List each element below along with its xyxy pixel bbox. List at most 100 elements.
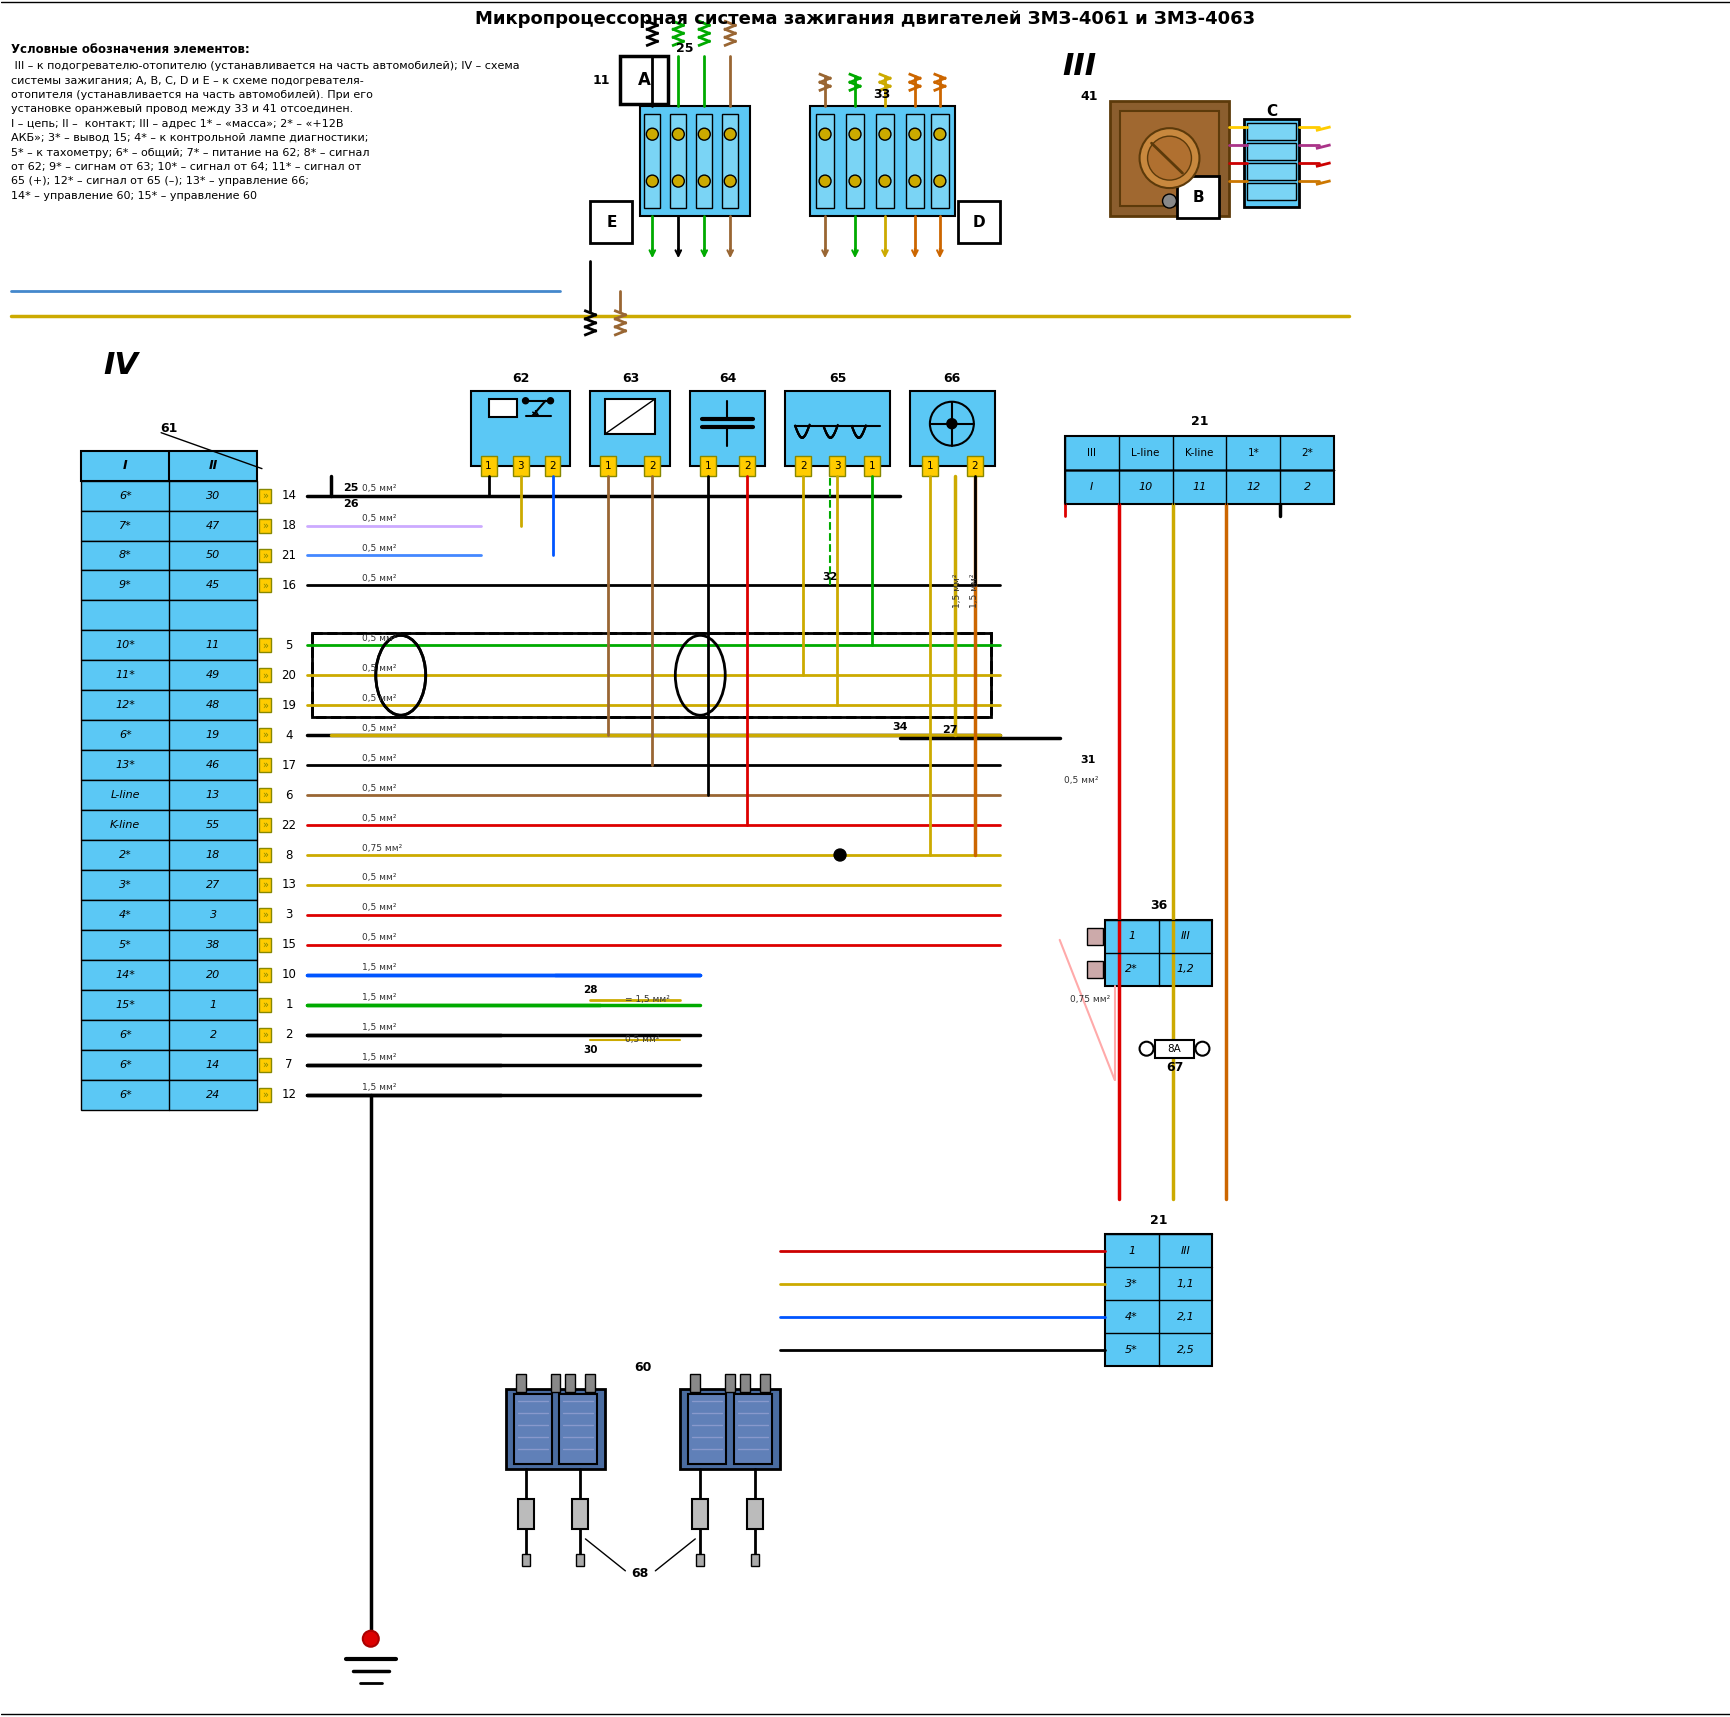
Text: 11: 11 <box>593 74 611 88</box>
Text: 11: 11 <box>206 640 220 651</box>
Text: 1: 1 <box>606 460 611 470</box>
Text: 1: 1 <box>868 460 875 470</box>
Text: »: » <box>261 790 268 800</box>
Text: 1,5 мм²: 1,5 мм² <box>971 573 979 608</box>
Text: D: D <box>972 215 984 230</box>
Text: III – к подогревателю-отопителю (устанавливается на часть автомобилей); IV – схе: III – к подогревателю-отопителю (устанав… <box>12 62 519 201</box>
Bar <box>260 759 272 773</box>
Bar <box>875 115 893 208</box>
Text: 21: 21 <box>282 549 296 561</box>
Text: B: B <box>1192 189 1204 204</box>
Bar <box>810 106 955 216</box>
Text: 2: 2 <box>744 460 751 470</box>
Circle shape <box>671 129 683 141</box>
Text: »: » <box>261 999 268 1010</box>
Text: 0,5 мм²: 0,5 мм² <box>362 783 396 793</box>
Text: III: III <box>1180 1247 1190 1255</box>
Text: »: » <box>261 761 268 771</box>
Bar <box>967 455 983 476</box>
Text: 0,5 мм²: 0,5 мм² <box>362 754 396 762</box>
Bar <box>260 579 272 592</box>
Bar <box>260 1028 272 1042</box>
Bar <box>81 661 256 690</box>
Bar <box>606 398 656 434</box>
Text: 2: 2 <box>971 460 977 470</box>
Text: 14: 14 <box>206 1059 220 1070</box>
Text: 8: 8 <box>285 848 292 862</box>
Circle shape <box>848 175 860 187</box>
Text: 0,5 мм²: 0,5 мм² <box>362 694 396 702</box>
Text: 18: 18 <box>206 850 220 860</box>
Text: E: E <box>606 215 616 230</box>
Text: 6*: 6* <box>119 491 131 501</box>
Text: 17: 17 <box>282 759 296 771</box>
Bar <box>81 541 256 570</box>
Text: »: » <box>261 551 268 560</box>
Circle shape <box>834 848 846 860</box>
Text: 0,5 мм²: 0,5 мм² <box>362 573 396 584</box>
Bar <box>689 1394 727 1465</box>
Text: 24: 24 <box>206 1090 220 1099</box>
Text: III: III <box>1062 52 1097 81</box>
Bar <box>695 1554 704 1566</box>
Bar <box>260 639 272 652</box>
Text: 1: 1 <box>704 460 711 470</box>
Bar <box>590 201 631 244</box>
Bar <box>815 115 834 208</box>
Text: 2: 2 <box>209 1030 216 1041</box>
Text: 47: 47 <box>206 520 220 531</box>
Text: 0,5 мм²: 0,5 мм² <box>362 484 396 493</box>
Text: 3*: 3* <box>1124 1279 1137 1289</box>
Text: 8А: 8А <box>1168 1044 1180 1054</box>
Text: 12: 12 <box>1246 481 1259 491</box>
Bar <box>260 1087 272 1102</box>
Bar <box>600 455 616 476</box>
Text: = 1,5 мм²: = 1,5 мм² <box>625 996 670 1004</box>
Text: 34: 34 <box>891 723 907 731</box>
Bar <box>488 398 516 417</box>
Bar <box>1247 143 1296 160</box>
Text: 2*: 2* <box>119 850 131 860</box>
Text: 10*: 10* <box>116 640 135 651</box>
Text: 12: 12 <box>282 1089 296 1101</box>
Text: 63: 63 <box>621 373 638 385</box>
Bar <box>471 391 571 465</box>
Text: 1: 1 <box>209 999 216 1010</box>
Bar <box>260 877 272 891</box>
Text: 21: 21 <box>1149 1214 1166 1228</box>
Text: 0,5 мм²: 0,5 мм² <box>362 664 396 673</box>
Bar <box>1104 1235 1211 1367</box>
Text: »: » <box>261 670 268 680</box>
Text: 2: 2 <box>649 460 656 470</box>
Text: Микропроцессорная система зажигания двигателей ЗМЗ-4061 и ЗМЗ-4063: Микропроцессорная система зажигания двиг… <box>474 10 1254 29</box>
Text: 1,5 мм²: 1,5 мм² <box>362 1053 396 1063</box>
Text: 6*: 6* <box>119 1059 131 1070</box>
Text: K-line: K-line <box>111 821 140 829</box>
Text: 1*: 1* <box>1247 448 1258 458</box>
Text: 66: 66 <box>943 373 960 385</box>
Bar <box>505 1389 606 1470</box>
Text: »: » <box>261 491 268 501</box>
Text: 0,5 мм²: 0,5 мм² <box>362 634 396 642</box>
Text: 6: 6 <box>285 788 292 802</box>
Text: 0,5 мм²: 0,5 мм² <box>362 723 396 733</box>
Text: 0,5 мм²: 0,5 мм² <box>1064 776 1099 785</box>
Text: A: A <box>638 72 650 89</box>
Circle shape <box>522 398 528 403</box>
Text: 45: 45 <box>206 580 220 591</box>
Text: 3: 3 <box>285 908 292 922</box>
Text: 6*: 6* <box>119 1090 131 1099</box>
Text: 3: 3 <box>209 910 216 920</box>
Text: 26: 26 <box>343 498 358 508</box>
Text: 27: 27 <box>206 879 220 889</box>
Bar <box>81 810 256 840</box>
Text: I: I <box>123 458 128 472</box>
Text: 30: 30 <box>583 1044 597 1054</box>
Text: 13*: 13* <box>116 761 135 771</box>
Bar <box>260 1058 272 1071</box>
Text: 19: 19 <box>206 730 220 740</box>
Text: 55: 55 <box>206 821 220 829</box>
Text: 0,5 мм²: 0,5 мм² <box>625 1035 659 1044</box>
Text: 2*: 2* <box>1301 448 1313 458</box>
Text: 36: 36 <box>1149 900 1166 912</box>
